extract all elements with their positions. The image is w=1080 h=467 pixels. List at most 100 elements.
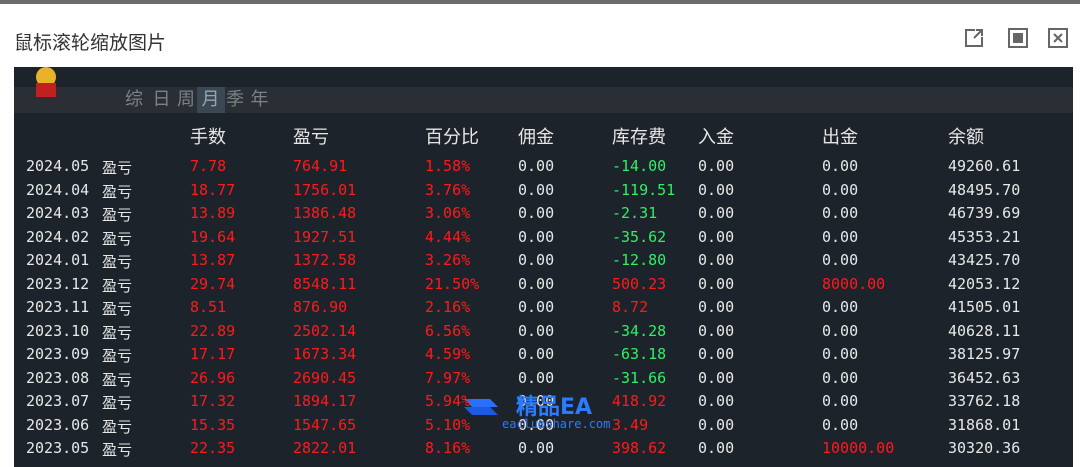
table-cell: -34.28 [612,321,667,340]
table-cell: 0.00 [698,157,735,175]
table-cell: 42053.12 [948,274,1021,293]
open-external-button[interactable] [963,27,985,49]
table-cell: -63.18 [612,345,667,363]
column-header: 手数 [190,127,226,148]
table-cell: 17.32 [190,392,236,410]
table-cell: 0.00 [822,251,859,269]
table-cell: 0.00 [822,204,859,222]
row-date: 2023.08 [26,368,90,387]
table-cell: 0.00 [822,415,859,434]
table-cell: 43425.70 [948,251,1021,269]
table-cell: 0.00 [822,157,859,175]
table-cell: 0.00 [698,321,735,340]
table-cell: 8.51 [190,298,227,316]
table-cell: 0.00 [698,298,735,316]
period-tab[interactable]: 季 [226,89,244,110]
table-cell: 0.00 [698,227,735,246]
table-cell: 40628.11 [948,321,1021,340]
table-cell: 0.00 [518,227,555,246]
table-cell: 8.72 [612,298,649,316]
table-cell: 0.00 [518,345,555,363]
column-header: 库存费 [612,127,666,148]
dialog-title: 鼠标滚轮缩放图片 [14,32,167,54]
table-cell: 8.16% [425,439,471,457]
table-cell: 7.78 [190,157,227,175]
row-date: 2023.12 [26,274,90,293]
table-cell: 盈亏 [102,300,133,318]
table-cell: 0.00 [822,345,859,363]
table-cell: 盈亏 [102,206,133,224]
period-tab[interactable]: 综 [125,89,143,110]
table-cell: 26.96 [190,368,236,387]
table-cell: 4.59% [425,345,471,363]
table-cell: 0.00 [822,298,859,316]
table-cell: 0.00 [822,321,859,340]
table-cell: 19.64 [190,227,236,246]
table-cell: 876.90 [293,298,348,316]
column-header: 百分比 [425,127,479,148]
table-cell: 22.35 [190,439,236,457]
table-cell: 46739.69 [948,204,1021,222]
period-tab[interactable]: 周 [177,89,195,110]
table-cell: 3.49 [612,415,649,434]
table-cell: 0.00 [518,251,555,269]
avatar-icon [36,67,56,97]
table-cell: 0.00 [518,392,555,410]
table-cell: 8548.11 [293,274,357,293]
table-cell: 盈亏 [102,229,133,248]
table-cell: -119.51 [612,180,676,199]
table-cell: 1547.65 [293,415,357,434]
table-cell: 0.00 [698,439,735,457]
table-cell: 0.00 [698,368,735,387]
close-button[interactable] [1047,27,1069,49]
row-date: 2024.04 [26,180,90,199]
table-cell: 49260.61 [948,157,1021,175]
table-cell: 0.00 [698,204,735,222]
table-cell: 38125.97 [948,345,1021,363]
maximize-button[interactable] [1007,27,1029,49]
table-cell: 0.00 [518,180,555,199]
tab-bar [14,87,1073,113]
row-date: 2024.02 [26,227,90,246]
table-cell: 0.00 [698,392,735,410]
table-cell: 21.50% [425,274,480,293]
table-cell: -14.00 [612,157,667,175]
row-date: 2024.05 [26,157,90,175]
row-date: 2023.11 [26,298,90,316]
table-cell: 盈亏 [102,394,133,412]
top-bar [0,0,1080,4]
table-cell: 398.62 [612,439,667,457]
table-cell: 22.89 [190,321,236,340]
table-cell: 3.26% [425,251,471,269]
table-cell: 3.06% [425,204,471,222]
period-tab[interactable]: 日 [152,89,171,110]
table-cell: 0.00 [698,180,735,199]
period-tab[interactable]: 月 [196,87,225,113]
table-cell: 盈亏 [102,323,133,342]
table-cell: 0.00 [698,274,735,293]
table-cell: 3.76% [425,180,471,199]
table-cell: 0.00 [822,227,859,246]
table-cell: 13.89 [190,204,236,222]
row-date: 2023.07 [26,392,90,410]
table-cell: 0.00 [822,368,859,387]
table-cell: 2502.14 [293,321,357,340]
table-cell: 1372.58 [293,251,357,269]
table-cell: 15.35 [190,415,236,434]
table-cell: 0.00 [518,321,555,340]
report-image: 综日周月季年手数 盈亏 百分比 佣金 库存费 入金 出金 余额 2024.05 盈亏 7.78 764… [14,67,1073,467]
table-cell: 30320.36 [948,439,1021,457]
table-cell: 0.00 [518,368,555,387]
table-cell: -35.62 [612,227,667,246]
table-cell: 10000.00 [822,439,895,457]
row-date: 2023.10 [26,321,90,340]
table-cell: 5.10% [425,415,471,434]
table-cell: 1673.34 [293,345,357,363]
table-cell: -2.31 [612,204,658,222]
table-cell: 1.58% [425,157,471,175]
table-cell: 5.94% [425,392,471,410]
watermark-logo [464,399,498,415]
period-tab[interactable]: 年 [250,89,269,110]
table-cell: 0.00 [518,204,555,222]
